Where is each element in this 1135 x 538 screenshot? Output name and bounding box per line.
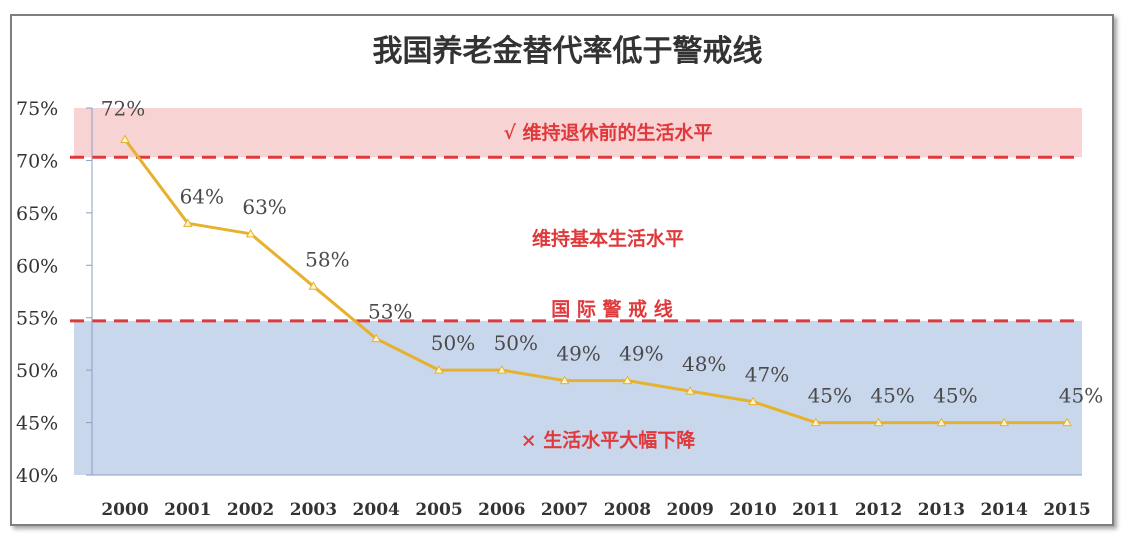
data-label: 45%	[870, 384, 914, 408]
data-labels: 72% 64% 63% 58% 53% 50% 50% 49% 49% 48% 47% 45% 45% 4…	[101, 96, 1103, 407]
data-point	[308, 281, 319, 290]
y-tick-label: 70%	[16, 150, 58, 172]
x-tick-label: 2013	[918, 500, 965, 520]
data-label: 50%	[431, 331, 475, 355]
data-point	[685, 386, 696, 395]
x-tick-label: 2003	[290, 500, 337, 520]
data-label: 45%	[808, 384, 852, 408]
data-point	[434, 365, 444, 374]
x-tick-label: 2009	[667, 500, 714, 520]
x-tick-label: 2001	[164, 500, 211, 520]
data-label: 47%	[745, 363, 789, 387]
data-point	[559, 375, 570, 385]
x-tick-label: 2005	[415, 500, 462, 520]
y-tick-label: 75%	[16, 98, 58, 120]
band-0	[74, 108, 1082, 158]
data-point	[999, 417, 1010, 427]
data-label: 45%	[933, 384, 977, 408]
data-label: 49%	[619, 342, 663, 366]
data-label: 50%	[494, 331, 538, 355]
annotation-lower: × 生活水平大幅下降	[521, 428, 697, 451]
x-tick-label: 2015	[1043, 500, 1090, 520]
series-layer	[120, 134, 1072, 427]
x-tick-label: 2006	[478, 500, 525, 520]
series-line	[123, 138, 1067, 425]
annotation-middle: 维持基本生活水平	[532, 227, 684, 250]
x-tick-label: 2002	[227, 500, 274, 520]
data-point	[622, 375, 633, 385]
data-label: 58%	[305, 247, 349, 271]
data-point	[371, 333, 382, 343]
data-label: 53%	[368, 300, 412, 324]
data-label: 63%	[242, 195, 286, 219]
y-tick-label: 55%	[16, 308, 58, 330]
chart-title: 我国养老金替代率低于警戒线	[372, 34, 763, 69]
annotation-warning: 国 际 警 戒 线	[551, 297, 672, 320]
y-tick-label: 40%	[16, 465, 58, 487]
data-point	[496, 365, 507, 374]
chart-axes: 40% 45% 50% 55% 60% 65% 70% 75% 2000 2001 2002 2003…	[16, 98, 1091, 520]
data-label: 45%	[1059, 384, 1103, 408]
y-tick-label: 50%	[16, 360, 58, 382]
data-label: 72%	[101, 96, 145, 120]
reference-lines	[70, 155, 1078, 323]
x-tick-label: 2007	[541, 500, 588, 520]
x-tick-label: 2010	[729, 500, 776, 520]
y-tick-label: 60%	[16, 255, 58, 277]
data-point	[182, 218, 193, 227]
x-tick-label: 2012	[855, 500, 902, 520]
data-label: 48%	[682, 352, 726, 376]
data-point	[810, 417, 821, 427]
data-point	[120, 134, 130, 143]
band-1	[74, 320, 1082, 475]
annotation-upper: √ 维持退休前的生活水平	[503, 121, 712, 144]
data-point	[936, 417, 947, 427]
y-tick-label: 65%	[16, 203, 58, 225]
x-tick-label: 2008	[604, 500, 651, 520]
chart-bands	[74, 108, 1082, 475]
data-point	[748, 396, 758, 406]
data-point	[873, 417, 884, 427]
y-tick-label: 45%	[16, 413, 58, 435]
data-label: 49%	[556, 342, 600, 366]
x-tick-label: 2014	[981, 500, 1028, 520]
x-tick-label: 2004	[353, 500, 400, 520]
data-point	[1062, 417, 1072, 427]
x-tick-label: 2000	[101, 500, 148, 520]
x-tick-label: 2011	[792, 500, 839, 520]
data-label: 64%	[180, 184, 224, 208]
data-point	[245, 228, 256, 238]
